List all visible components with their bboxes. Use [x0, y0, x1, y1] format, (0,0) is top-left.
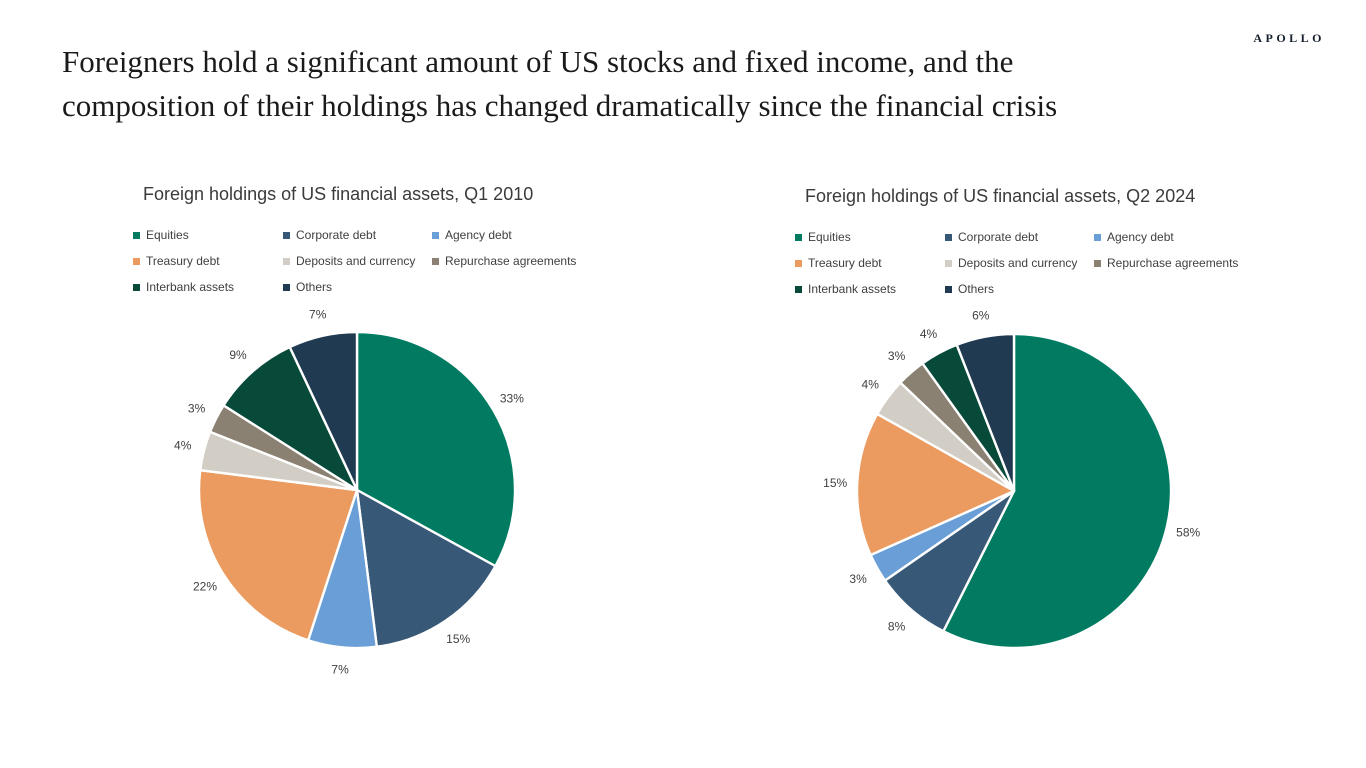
page-title-line-2: composition of their holdings has change…: [62, 88, 1058, 123]
chart-legend-q1-2010: Equities Corporate debt Agency debt Treasur…: [133, 222, 576, 300]
pie-value-label-deposits-and-currency: 4%: [174, 438, 192, 452]
apollo-logo: APOLLO: [1253, 31, 1325, 45]
legend-item-interbank-assets: Interbank assets: [795, 282, 945, 296]
page-title-line-1: Foreigners hold a significant amount of …: [62, 44, 1014, 79]
legend-swatch-treasury-debt: [795, 259, 802, 267]
pie-value-label-repurchase-agreements: 3%: [888, 349, 906, 363]
legend-swatch-corporate-debt: [945, 233, 952, 241]
chart-legend-q2-2024: Equities Corporate debt Agency debt Treasur…: [795, 224, 1238, 302]
legend-label-deposits-and-currency: Deposits and currency: [958, 256, 1078, 270]
pie-slice-equities: [355, 330, 517, 568]
pie-slice-equities: [942, 332, 1173, 650]
pie-slice-corporate-debt: [355, 488, 497, 648]
pie-slice-treasury-debt: [855, 412, 1016, 557]
legend-swatch-deposits-and-currency: [283, 257, 290, 265]
chart-title-q1-2010: Foreign holdings of US financial assets,…: [143, 184, 534, 204]
legend-item-agency-debt: Agency debt: [1094, 230, 1238, 244]
legend-item-others: Others: [945, 282, 1094, 296]
legend-label-treasury-debt: Treasury debt: [808, 256, 882, 270]
legend-swatch-agency-debt: [432, 231, 439, 239]
legend-swatch-repurchase-agreements: [432, 257, 439, 265]
legend-item-treasury-debt: Treasury debt: [795, 256, 945, 270]
legend-label-repurchase-agreements: Repurchase agreements: [1107, 256, 1239, 270]
legend-item-interbank-assets: Interbank assets: [133, 280, 283, 294]
legend-item-equities: Equities: [133, 228, 283, 242]
pie-value-label-agency-debt: 3%: [849, 572, 867, 586]
legend-label-treasury-debt: Treasury debt: [146, 254, 220, 268]
legend-swatch-agency-debt: [1094, 233, 1101, 241]
pie-value-label-deposits-and-currency: 4%: [862, 378, 880, 392]
legend-swatch-interbank-assets: [133, 283, 140, 291]
legend-item-repurchase-agreements: Repurchase agreements: [432, 254, 576, 268]
legend-item-equities: Equities: [795, 230, 945, 244]
pie-slice-treasury-debt: [197, 469, 359, 642]
chart-q1-2010: Foreign holdings of US financial assets,…: [133, 184, 603, 724]
legend-label-equities: Equities: [146, 228, 189, 242]
legend-item-corporate-debt: Corporate debt: [283, 228, 432, 242]
pie-slice-others: [955, 332, 1016, 493]
legend-swatch-repurchase-agreements: [1094, 259, 1101, 267]
pie-value-label-others: 7%: [309, 308, 327, 322]
legend-swatch-corporate-debt: [283, 231, 290, 239]
legend-label-interbank-assets: Interbank assets: [146, 280, 235, 294]
legend-label-deposits-and-currency: Deposits and currency: [296, 254, 416, 268]
legend-item-deposits-and-currency: Deposits and currency: [283, 254, 432, 268]
legend-label-others: Others: [296, 280, 333, 294]
legend-item-corporate-debt: Corporate debt: [945, 230, 1094, 244]
legend-swatch-interbank-assets: [795, 285, 802, 293]
legend-swatch-others: [283, 283, 290, 291]
legend-swatch-equities: [795, 233, 802, 241]
pie-value-label-corporate-debt: 8%: [888, 619, 906, 633]
chart-q2-2024: Foreign holdings of US financial assets,…: [795, 186, 1265, 726]
pie-value-label-repurchase-agreements: 3%: [188, 402, 206, 416]
pie-value-label-others: 6%: [972, 308, 990, 322]
pie-value-label-interbank-assets: 9%: [229, 348, 247, 362]
pie-value-label-equities: 33%: [500, 392, 524, 406]
legend-swatch-others: [945, 285, 952, 293]
legend-swatch-equities: [133, 231, 140, 239]
pie-slice-interbank-assets: [222, 345, 359, 492]
legend-label-equities: Equities: [808, 230, 851, 244]
pie-value-label-treasury-debt: 22%: [193, 580, 217, 594]
legend-swatch-treasury-debt: [133, 257, 140, 265]
legend-item-repurchase-agreements: Repurchase agreements: [1094, 256, 1238, 270]
legend-item-treasury-debt: Treasury debt: [133, 254, 283, 268]
legend-item-deposits-and-currency: Deposits and currency: [945, 256, 1094, 270]
legend-label-corporate-debt: Corporate debt: [296, 228, 377, 242]
legend-item-others: Others: [283, 280, 432, 294]
legend-label-others: Others: [958, 282, 995, 296]
legend-swatch-deposits-and-currency: [945, 259, 952, 267]
legend-label-agency-debt: Agency debt: [445, 228, 512, 242]
legend-label-agency-debt: Agency debt: [1107, 230, 1174, 244]
pie-chart-q1-2010: 33% 15% 7% 22% 4% 3% 9% 7%: [174, 308, 524, 677]
pie-value-label-agency-debt: 7%: [331, 662, 349, 676]
legend-item-agency-debt: Agency debt: [432, 228, 576, 242]
pie-value-label-equities: 58%: [1176, 526, 1200, 540]
legend-label-repurchase-agreements: Repurchase agreements: [445, 254, 577, 268]
pie-value-label-treasury-debt: 15%: [823, 476, 847, 490]
legend-label-interbank-assets: Interbank assets: [808, 282, 897, 296]
page-title: Foreigners hold a significant amount of …: [62, 40, 1242, 128]
chart-title-q2-2024: Foreign holdings of US financial assets,…: [805, 186, 1196, 206]
pie-chart-q2-2024: 58% 8% 3% 15% 4% 3% 4% 6%: [823, 308, 1201, 650]
legend-label-corporate-debt: Corporate debt: [958, 230, 1039, 244]
pie-value-label-corporate-debt: 15%: [446, 632, 470, 646]
pie-value-label-interbank-assets: 4%: [920, 327, 938, 341]
pie-slice-others: [288, 330, 359, 492]
